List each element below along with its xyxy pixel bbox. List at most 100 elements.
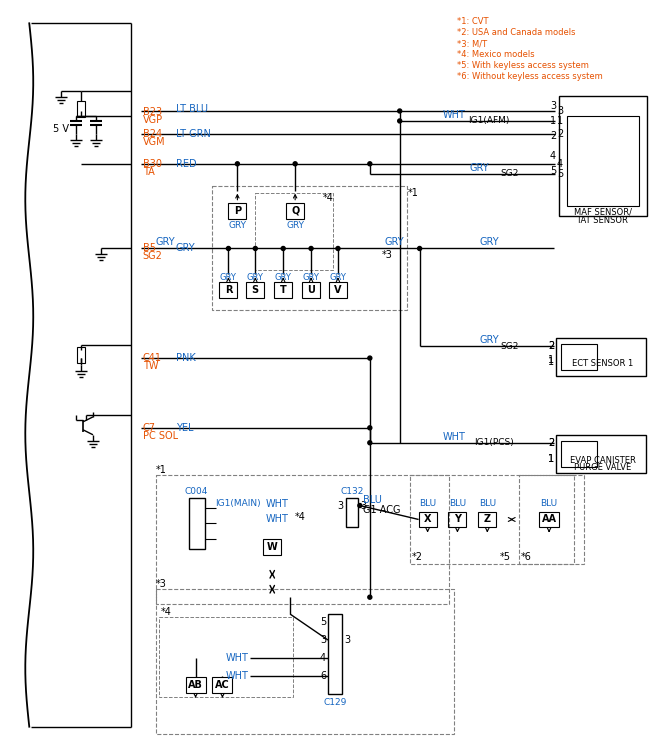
Text: C129: C129 — [323, 698, 347, 707]
Text: 4: 4 — [557, 159, 563, 169]
Bar — [246, 282, 265, 299]
Text: *5: *5 — [499, 553, 510, 562]
Circle shape — [397, 119, 401, 123]
Text: GRY: GRY — [303, 274, 320, 282]
Bar — [156, 589, 455, 733]
Text: B24: B24 — [143, 129, 162, 139]
Circle shape — [253, 246, 257, 250]
Text: GRY: GRY — [385, 237, 405, 247]
Text: C7: C7 — [143, 423, 156, 433]
Text: WHT: WHT — [226, 653, 248, 663]
Text: C41: C41 — [143, 353, 162, 363]
Text: TW: TW — [143, 361, 159, 371]
Text: 3: 3 — [344, 635, 350, 645]
Text: C004: C004 — [185, 487, 208, 496]
Text: IG1(AFM): IG1(AFM) — [468, 116, 509, 125]
Text: B23: B23 — [143, 107, 162, 117]
Text: *4: *4 — [161, 607, 172, 617]
Text: Y: Y — [454, 515, 461, 525]
Bar — [559, 96, 647, 215]
Circle shape — [309, 246, 313, 250]
Text: ECT SENSOR 1: ECT SENSOR 1 — [572, 359, 634, 368]
Bar — [77, 101, 85, 117]
Text: 3: 3 — [557, 106, 563, 116]
Text: 4: 4 — [550, 150, 556, 161]
Text: GRY: GRY — [286, 221, 304, 230]
Text: EVAP CANISTER: EVAP CANISTER — [570, 456, 636, 465]
Text: LT BLU: LT BLU — [176, 104, 208, 114]
Text: V: V — [334, 285, 342, 296]
Circle shape — [397, 109, 401, 113]
Circle shape — [281, 246, 285, 250]
Text: BLU: BLU — [479, 498, 496, 507]
Text: BLU: BLU — [363, 494, 382, 504]
Text: WHT: WHT — [265, 515, 288, 525]
Text: *5: With keyless access system: *5: With keyless access system — [457, 61, 590, 70]
Text: *6: *6 — [521, 553, 532, 562]
Text: 1: 1 — [550, 116, 556, 126]
Text: *2: USA and Canada models: *2: USA and Canada models — [457, 28, 576, 37]
Text: 2: 2 — [548, 341, 554, 351]
Bar — [519, 475, 584, 564]
Circle shape — [336, 246, 340, 250]
Text: C132: C132 — [340, 487, 364, 496]
Text: GRY: GRY — [330, 274, 346, 282]
Text: BLU: BLU — [419, 498, 436, 507]
Text: 6: 6 — [320, 671, 326, 681]
Bar — [220, 282, 238, 299]
Text: AA: AA — [542, 515, 557, 525]
Text: WHT: WHT — [443, 110, 466, 120]
Bar — [213, 186, 407, 310]
Text: PC SOL: PC SOL — [143, 431, 178, 441]
Bar — [561, 344, 597, 370]
Text: VGM: VGM — [143, 137, 165, 147]
Text: TA: TA — [143, 167, 155, 177]
Text: PNK: PNK — [176, 353, 195, 363]
Bar — [286, 203, 304, 218]
Text: GRY: GRY — [275, 274, 291, 282]
Circle shape — [368, 441, 372, 445]
Text: 5 V: 5 V — [53, 124, 69, 134]
Text: *3: M/T: *3: M/T — [457, 39, 488, 48]
Circle shape — [236, 162, 240, 166]
Text: 2: 2 — [550, 131, 556, 141]
Text: *6: Without keyless access system: *6: Without keyless access system — [457, 72, 603, 81]
Text: 3: 3 — [338, 500, 344, 510]
Circle shape — [368, 426, 372, 430]
Text: MAF SENSOR/: MAF SENSOR/ — [574, 208, 632, 217]
Text: BLU: BLU — [449, 498, 466, 507]
Text: T: T — [280, 285, 287, 296]
Bar — [449, 512, 467, 528]
Bar — [274, 282, 292, 299]
Text: GRY: GRY — [480, 237, 499, 247]
Bar — [556, 338, 645, 376]
Text: IG1(MAIN): IG1(MAIN) — [215, 499, 261, 508]
Bar — [567, 116, 639, 206]
Text: Z: Z — [484, 515, 491, 525]
Text: 2: 2 — [548, 341, 554, 351]
Bar — [346, 497, 358, 528]
Text: *3: *3 — [382, 250, 393, 261]
Text: 1: 1 — [557, 116, 563, 126]
Bar — [156, 475, 449, 604]
Bar — [329, 282, 347, 299]
Text: VGP: VGP — [143, 115, 163, 125]
Text: *4: *4 — [323, 193, 334, 203]
Text: LT GRN: LT GRN — [176, 129, 211, 139]
Text: X: X — [424, 515, 432, 525]
Bar — [410, 475, 574, 564]
Bar — [263, 539, 281, 556]
Bar — [328, 614, 342, 694]
Text: R: R — [224, 285, 232, 296]
Text: GRY: GRY — [480, 335, 499, 345]
Bar — [77, 347, 85, 363]
Text: 1: 1 — [548, 355, 554, 365]
Bar — [561, 441, 597, 466]
Text: *1: CVT: *1: CVT — [457, 17, 489, 26]
Bar — [186, 677, 205, 692]
Text: 4: 4 — [320, 653, 326, 663]
Text: Q: Q — [291, 206, 299, 215]
Bar — [302, 282, 320, 299]
Text: IAT SENSOR: IAT SENSOR — [578, 215, 628, 225]
Text: *4: *4 — [295, 513, 306, 522]
